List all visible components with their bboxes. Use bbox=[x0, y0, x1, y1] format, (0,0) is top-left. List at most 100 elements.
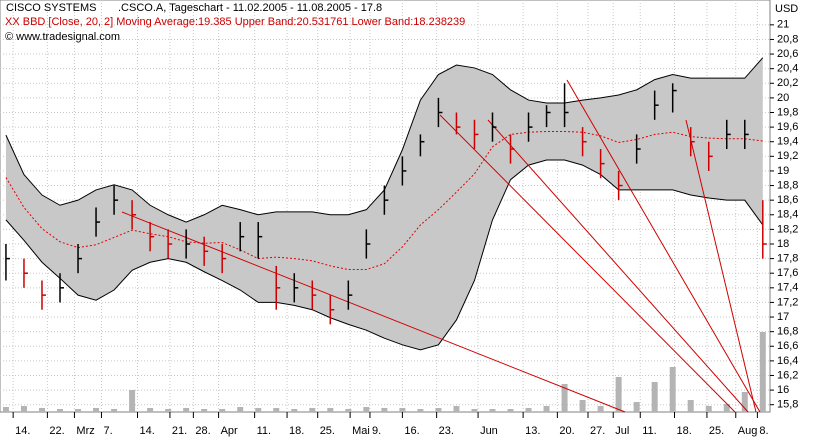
x-tick-label: 9. bbox=[372, 425, 381, 437]
volume-bar bbox=[165, 409, 172, 412]
y-axis-label: USD bbox=[775, 3, 798, 15]
trend-lines bbox=[121, 79, 761, 413]
x-tick-label: 25. bbox=[709, 425, 724, 437]
volume-bar bbox=[561, 384, 568, 412]
y-tick-label: 17,6 bbox=[777, 267, 798, 279]
x-tick-label: 27. bbox=[590, 425, 605, 437]
trend-line bbox=[487, 119, 749, 413]
y-tick-label: 21 bbox=[777, 19, 789, 31]
x-tick-label: 23. bbox=[439, 425, 454, 437]
x-tick-label: Jun bbox=[480, 425, 498, 437]
volume-bar bbox=[597, 406, 604, 412]
volume-bar bbox=[237, 407, 244, 412]
x-tick-label: Mai bbox=[352, 425, 370, 437]
y-tick-label: 18,8 bbox=[777, 179, 798, 191]
x-tick-label: 20. bbox=[559, 425, 574, 437]
trend-line bbox=[566, 79, 761, 413]
x-tick-label: 11. bbox=[642, 425, 656, 437]
x-tick-label: 14. bbox=[139, 425, 154, 437]
x-tick-label: 18. bbox=[289, 425, 304, 437]
x-tick-label: 7. bbox=[103, 425, 112, 437]
y-tick-label: 20 bbox=[777, 92, 789, 104]
y-tick-label: 17,2 bbox=[777, 296, 798, 308]
volume-bar bbox=[183, 408, 190, 412]
volume-bar bbox=[435, 408, 442, 412]
volume-bar bbox=[345, 409, 352, 412]
volume-bar bbox=[471, 409, 478, 412]
y-tick-label: 20,4 bbox=[777, 63, 798, 75]
y-tick-label: 20,8 bbox=[777, 33, 798, 45]
x-tick-label: 18. bbox=[676, 425, 691, 437]
y-tick-label: 16,8 bbox=[777, 326, 798, 338]
volume-bar bbox=[291, 409, 298, 412]
volume-bar bbox=[363, 407, 370, 412]
y-tick-label: 16,6 bbox=[777, 340, 798, 352]
volume-bar bbox=[507, 409, 514, 412]
volume-bar bbox=[219, 409, 226, 412]
volume-bar bbox=[615, 377, 622, 412]
x-tick-label: 21. bbox=[172, 425, 187, 437]
volume bbox=[2, 332, 766, 412]
volume-bar bbox=[309, 408, 316, 412]
x-tick-label: Mrz bbox=[76, 425, 94, 437]
chart-subtitle: .CSCO.A, Tageschart - 11.02.2005 - 11.08… bbox=[118, 2, 382, 14]
x-axis-area bbox=[0, 413, 771, 448]
x-tick-label: 28. bbox=[195, 425, 210, 437]
trend-line bbox=[685, 119, 757, 413]
x-tick-label: 14. bbox=[15, 425, 30, 437]
x-tick-label: Apr bbox=[221, 425, 238, 437]
y-axis-area bbox=[771, 0, 832, 448]
indicator-label: XX BBD [Close, 20, 2] Moving Average:19.… bbox=[5, 16, 465, 28]
y-tick-label: 18,4 bbox=[777, 209, 798, 221]
y-tick-label: 16 bbox=[777, 384, 789, 396]
volume-bar bbox=[687, 400, 694, 412]
volume-bar bbox=[399, 408, 406, 412]
volume-bar bbox=[651, 382, 658, 412]
y-tick-label: 18 bbox=[777, 238, 789, 250]
volume-bar bbox=[327, 408, 334, 412]
volume-bar bbox=[543, 406, 550, 412]
trend-line bbox=[439, 114, 736, 413]
volume-bar bbox=[417, 409, 424, 412]
axes: 15,8 16 16,2 16,4 16,6 16,8 17 17,2 17,4 17,6 17,8… bbox=[12, 19, 798, 437]
volume-bar bbox=[201, 409, 208, 412]
volume-bar bbox=[759, 332, 766, 412]
lower-band bbox=[5, 159, 764, 351]
volume-bar bbox=[57, 409, 64, 412]
volume-bar bbox=[633, 402, 640, 412]
y-tick-label: 19 bbox=[777, 165, 789, 177]
x-tick-label: Jul bbox=[615, 425, 629, 437]
volume-bar bbox=[255, 408, 262, 412]
x-tick-label: 16. bbox=[404, 425, 419, 437]
volume-bar bbox=[273, 408, 280, 412]
y-tick-label: 18,6 bbox=[777, 194, 798, 206]
volume-bar bbox=[38, 408, 45, 412]
volume-bar bbox=[723, 404, 730, 412]
volume-bar bbox=[111, 409, 118, 412]
volume-bar bbox=[147, 408, 154, 412]
volume-bar bbox=[381, 408, 388, 412]
x-tick-label: Aug bbox=[738, 425, 758, 437]
volume-bar bbox=[20, 406, 27, 412]
price-bars bbox=[5, 83, 767, 325]
x-tick-label: 13. bbox=[525, 425, 540, 437]
x-tick-label: 8. bbox=[759, 425, 768, 437]
volume-bar bbox=[741, 392, 748, 412]
volume-bar bbox=[2, 407, 9, 412]
y-tick-label: 19,2 bbox=[777, 150, 798, 162]
volume-bar bbox=[669, 367, 676, 412]
chart-title: CISCO SYSTEMS bbox=[6, 2, 96, 14]
source: © www.tradesignal.com bbox=[5, 31, 120, 43]
y-tick-label: 17,4 bbox=[777, 282, 798, 294]
y-tick-label: 16,2 bbox=[777, 369, 798, 381]
x-tick-label: 22. bbox=[49, 425, 64, 437]
volume-bar bbox=[525, 408, 532, 412]
y-tick-label: 17,8 bbox=[777, 253, 798, 265]
y-tick-label: 20,2 bbox=[777, 77, 798, 89]
y-tick-label: 17 bbox=[777, 311, 789, 323]
moving-average bbox=[5, 130, 763, 271]
y-tick-label: 19,6 bbox=[777, 121, 798, 133]
volume-bar bbox=[93, 408, 100, 412]
